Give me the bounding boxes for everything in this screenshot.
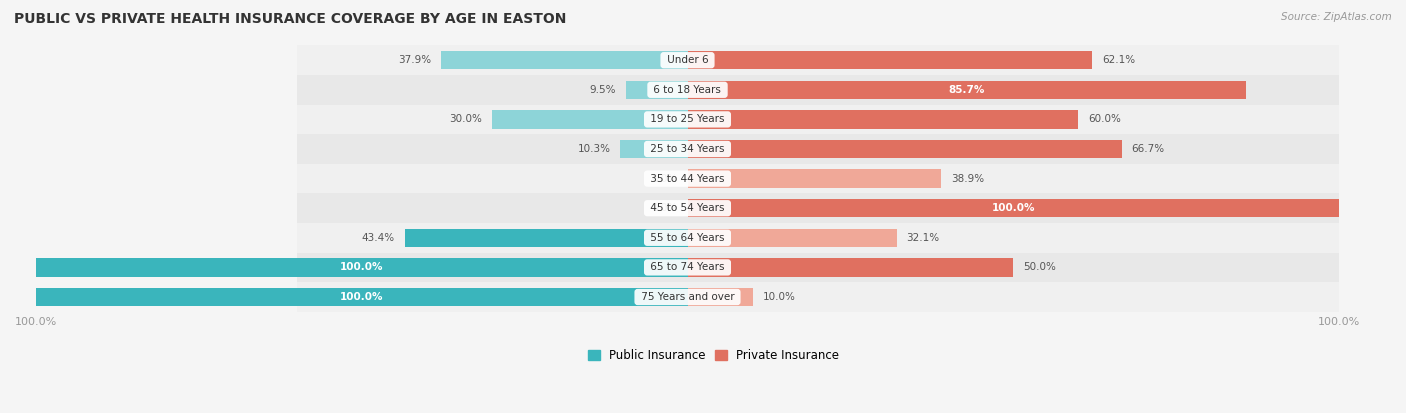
Text: 100.0%: 100.0%: [991, 203, 1035, 213]
Bar: [405, 229, 688, 247]
Bar: [688, 140, 1122, 158]
Text: 43.4%: 43.4%: [361, 233, 395, 243]
Text: Source: ZipAtlas.com: Source: ZipAtlas.com: [1281, 12, 1392, 22]
Bar: [688, 229, 897, 247]
Bar: [688, 169, 941, 188]
Text: 100.0%: 100.0%: [340, 292, 384, 302]
Bar: [297, 75, 1339, 104]
Text: 6 to 18 Years: 6 to 18 Years: [651, 85, 724, 95]
Bar: [688, 199, 1339, 217]
Bar: [297, 253, 1339, 282]
Bar: [688, 51, 1092, 69]
Legend: Public Insurance, Private Insurance: Public Insurance, Private Insurance: [583, 344, 844, 367]
Text: 60.0%: 60.0%: [1088, 114, 1121, 124]
Bar: [688, 288, 752, 306]
Bar: [297, 104, 1339, 134]
Text: 0.0%: 0.0%: [651, 203, 678, 213]
Text: PUBLIC VS PRIVATE HEALTH INSURANCE COVERAGE BY AGE IN EASTON: PUBLIC VS PRIVATE HEALTH INSURANCE COVER…: [14, 12, 567, 26]
Text: 32.1%: 32.1%: [907, 233, 939, 243]
Text: 55 to 64 Years: 55 to 64 Years: [647, 233, 728, 243]
Text: 10.0%: 10.0%: [762, 292, 796, 302]
Text: 9.5%: 9.5%: [589, 85, 616, 95]
Bar: [620, 140, 688, 158]
Text: 66.7%: 66.7%: [1132, 144, 1166, 154]
Text: 100.0%: 100.0%: [340, 262, 384, 273]
Text: 30.0%: 30.0%: [450, 114, 482, 124]
Bar: [626, 81, 688, 99]
Text: 37.9%: 37.9%: [398, 55, 430, 65]
Bar: [297, 45, 1339, 75]
Text: 75 Years and over: 75 Years and over: [637, 292, 737, 302]
Bar: [297, 193, 1339, 223]
Bar: [688, 258, 1014, 277]
Bar: [440, 51, 688, 69]
Bar: [297, 223, 1339, 253]
Bar: [492, 110, 688, 128]
Text: 45 to 54 Years: 45 to 54 Years: [647, 203, 728, 213]
Bar: [688, 81, 1246, 99]
Text: 25 to 34 Years: 25 to 34 Years: [647, 144, 728, 154]
Text: 10.3%: 10.3%: [578, 144, 610, 154]
Bar: [297, 282, 1339, 312]
Text: 85.7%: 85.7%: [949, 85, 984, 95]
Bar: [297, 164, 1339, 193]
Bar: [37, 258, 688, 277]
Text: 50.0%: 50.0%: [1024, 262, 1056, 273]
Text: 0.0%: 0.0%: [651, 173, 678, 184]
Bar: [688, 110, 1078, 128]
Text: 19 to 25 Years: 19 to 25 Years: [647, 114, 728, 124]
Text: 38.9%: 38.9%: [950, 173, 984, 184]
Text: 62.1%: 62.1%: [1102, 55, 1135, 65]
Text: 65 to 74 Years: 65 to 74 Years: [647, 262, 728, 273]
Bar: [37, 288, 688, 306]
Text: 35 to 44 Years: 35 to 44 Years: [647, 173, 728, 184]
Text: Under 6: Under 6: [664, 55, 711, 65]
Bar: [297, 134, 1339, 164]
